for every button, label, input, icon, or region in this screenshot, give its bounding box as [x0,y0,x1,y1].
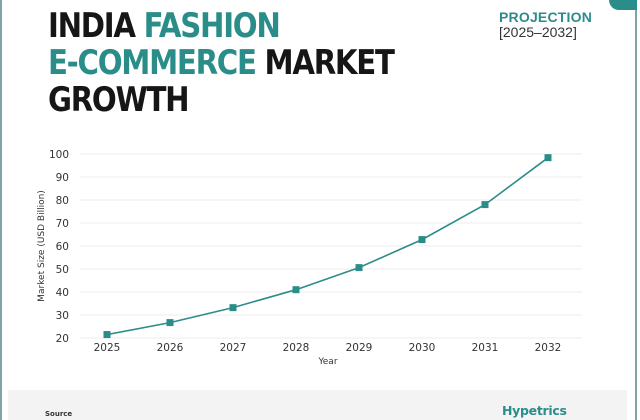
data-markers [103,154,552,339]
projection-badge: PROJECTION [2025–2032] [499,10,592,40]
x-tick-label: 2025 [94,342,121,354]
footer: Source Hypetrics [8,390,627,420]
x-tick-label: 2027 [220,342,247,354]
x-tick-label: 2028 [283,342,310,354]
y-tick-label: 100 [49,149,69,161]
y-tick-label: 20 [56,333,69,345]
x-axis-ticks: 2025 2026 2027 2028 2029 2030 2031 2032 [94,342,562,354]
title-line1-dark: INDIA [48,6,136,46]
y-tick-label: 50 [56,264,69,276]
data-point-marker [544,154,552,162]
title-line2-accent: E-COMMERCE [48,43,257,83]
title-line1-accent: FASHION [143,6,281,46]
x-tick-label: 2031 [472,342,499,354]
y-tick-label: 30 [56,310,69,322]
data-point-marker [103,331,111,339]
y-tick-label: 60 [56,241,69,253]
data-point-marker [292,286,300,294]
y-tick-label: 40 [56,287,69,299]
source-label: Source [45,410,73,418]
brand-logo: Hypetrics [502,403,567,418]
x-tick-label: 2029 [346,342,373,354]
projection-range: [2025–2032] [499,24,577,40]
data-point-marker [229,304,237,312]
data-point-marker [481,201,489,209]
data-line [106,157,549,336]
title-line3-dark: GROWTH [48,80,190,120]
data-point-marker [418,236,426,244]
projection-label: PROJECTION [499,9,593,25]
data-point-marker [355,264,363,272]
y-tick-label: 90 [56,172,69,184]
title-line2-dark: MARKET [264,43,395,83]
chart-gridlines [80,153,582,339]
left-border [0,0,2,420]
y-tick-label: 80 [56,195,69,207]
x-tick-label: 2030 [409,342,436,354]
y-axis-ticks: 20 30 40 50 60 70 80 90 100 [49,149,69,345]
x-tick-label: 2032 [535,342,562,354]
corner-tab-decoration [609,0,637,10]
x-axis-label: Year [317,357,337,367]
page-title: INDIA FASHION E-COMMERCE MARKET GROWTH [48,6,395,120]
data-point-marker [166,319,174,327]
right-border [635,0,637,420]
y-axis-label: Market Size (USD Billion) [37,190,47,302]
y-tick-label: 70 [56,218,69,230]
x-tick-label: 2026 [157,342,184,354]
